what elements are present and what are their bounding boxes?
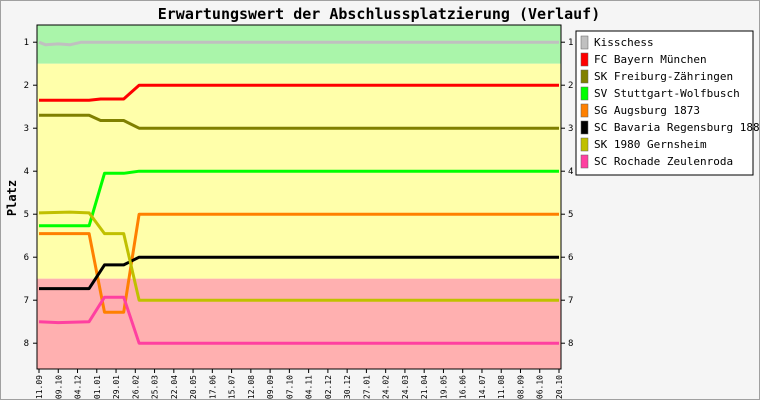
x-tick-label: 08.09 <box>516 375 525 399</box>
y-tick-label-right: 4 <box>568 167 573 177</box>
zone-bands <box>37 25 561 369</box>
series-line-5 <box>39 212 559 314</box>
x-tick-label: 20.05 <box>189 375 198 399</box>
y-axis-label: Platz <box>5 180 19 216</box>
zone-band <box>37 278 561 369</box>
x-tick-label: 25.03 <box>151 375 160 399</box>
x-tick-label: 09.10 <box>54 375 63 399</box>
axes: 1 1 2 2 3 3 4 4 5 5 6 6 7 7 8 8 11.09 09.10 04.12 01.01 29.0… <box>24 24 573 399</box>
legend-swatch <box>580 137 589 152</box>
y-tick-label-right: 7 <box>568 296 573 306</box>
chart-title: Erwartungswert der Abschlussplatzierung … <box>158 5 601 23</box>
x-tick-label: 19.05 <box>439 375 448 399</box>
series-line-7 <box>38 210 559 302</box>
y-tick-label-right: 8 <box>568 339 573 349</box>
y-tick-label-right: 5 <box>568 210 573 220</box>
y-tick-label: 2 <box>24 81 29 91</box>
y-tick-label: 6 <box>24 253 29 263</box>
y-tick-label: 8 <box>24 339 29 349</box>
y-tick-label: 3 <box>24 124 29 134</box>
x-tick-label: 04.11 <box>305 375 314 399</box>
x-tick-label: 02.12 <box>324 375 333 399</box>
series-line-6 <box>39 255 559 291</box>
x-tick-label: 11.08 <box>497 375 506 399</box>
series-line-3 <box>39 113 559 130</box>
x-tick-label: 12.08 <box>247 375 256 399</box>
series-lines <box>38 40 559 345</box>
y-tick-label-right: 1 <box>568 38 573 48</box>
y-tick-label-right: 6 <box>568 253 573 263</box>
y-tick-label: 4 <box>24 167 29 177</box>
legend-swatch <box>580 103 589 118</box>
x-tick-label: 30.12 <box>343 375 352 399</box>
legend-swatch <box>580 69 589 84</box>
series-line-4 <box>39 169 559 228</box>
legend-swatch <box>580 35 589 50</box>
y-tick-label: 5 <box>24 210 29 220</box>
legend-swatch <box>580 52 589 67</box>
x-tick-label: 29.01 <box>112 375 121 399</box>
legend-box <box>575 30 754 176</box>
x-tick-label: 09.09 <box>266 375 275 399</box>
legend-label: SC Rochade Zeulenroda <box>594 155 733 168</box>
x-tick-label: 16.06 <box>459 375 468 399</box>
legend-label: Kisschess <box>594 36 654 49</box>
legend-swatch <box>580 154 589 169</box>
legend: Kisschess FC Bayern München SK Freiburg-Zä… <box>575 30 759 176</box>
x-tick-label: 04.12 <box>74 375 83 399</box>
plot-border <box>36 24 562 370</box>
x-tick-label: 26.02 <box>131 375 140 399</box>
x-tick-label: 06.10 <box>536 375 545 399</box>
legend-label: SG Augsburg 1873 <box>594 104 700 117</box>
series-line-8 <box>38 295 559 345</box>
x-tick-label: 01.01 <box>93 375 102 399</box>
y-tick-label: 7 <box>24 296 29 306</box>
y-tick-label-right: 3 <box>568 124 573 134</box>
x-tick-label: 07.10 <box>285 375 294 399</box>
x-tick-label: 27.01 <box>362 375 371 399</box>
y-tick-label: 1 <box>24 38 29 48</box>
x-tick-label: 14.07 <box>478 375 487 399</box>
legend-label: SK Freiburg-Zähringen <box>594 70 733 83</box>
legend-swatch <box>580 120 589 135</box>
legend-label: FC Bayern München <box>594 53 707 66</box>
x-tick-label: 24.02 <box>382 375 391 399</box>
series-line-2 <box>39 83 559 102</box>
x-tick-label: 21.04 <box>420 375 429 399</box>
x-tick-label: 24.03 <box>401 375 410 399</box>
y-tick-label-right: 2 <box>568 81 573 91</box>
series-line-1 <box>38 40 559 47</box>
x-tick-label: 17.06 <box>208 375 217 399</box>
legend-label: SV Stuttgart-Wolfbusch <box>594 87 740 100</box>
legend-label: SC Bavaria Regensburg 1881 <box>594 121 759 134</box>
legend-label: SK 1980 Gernsheim <box>594 138 707 151</box>
zone-band <box>37 25 561 64</box>
x-tick-label: 11.09 <box>35 375 44 399</box>
x-tick-label: 15.07 <box>228 375 237 399</box>
legend-swatch <box>580 86 589 101</box>
x-tick-label: 20.10 <box>555 375 564 399</box>
x-tick-label: 22.04 <box>170 375 179 399</box>
